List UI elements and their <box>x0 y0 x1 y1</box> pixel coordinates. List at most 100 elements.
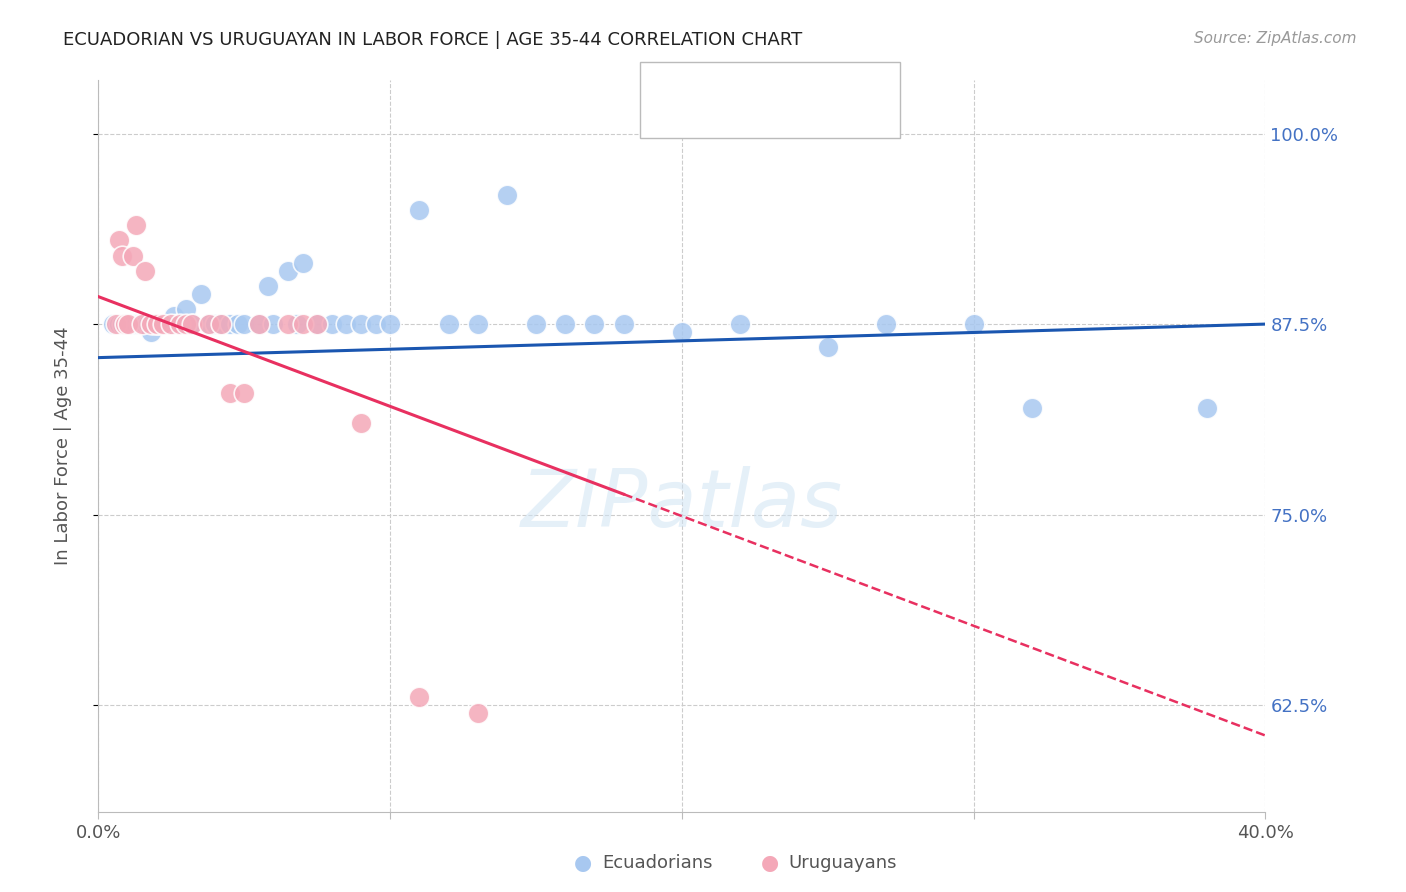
Point <box>169 317 191 331</box>
Point <box>730 317 752 331</box>
Point <box>291 317 314 331</box>
Point <box>114 317 136 331</box>
Point <box>160 317 183 331</box>
Point <box>350 317 373 331</box>
Point <box>247 317 270 331</box>
Text: ●: ● <box>575 854 592 873</box>
Point <box>111 317 134 331</box>
Point <box>128 317 150 331</box>
Point <box>247 317 270 331</box>
Point <box>117 317 139 331</box>
Point <box>277 264 299 278</box>
Point <box>524 317 547 331</box>
Text: N =: N = <box>782 76 820 94</box>
Point <box>114 317 136 331</box>
Point <box>285 317 308 331</box>
Text: 0.066: 0.066 <box>713 76 770 94</box>
Point <box>817 340 839 354</box>
Point <box>108 317 131 331</box>
Point <box>190 286 212 301</box>
Point <box>101 317 124 331</box>
Text: Source: ZipAtlas.com: Source: ZipAtlas.com <box>1194 31 1357 46</box>
Point <box>160 317 183 331</box>
Point <box>134 317 156 331</box>
Point <box>408 202 430 217</box>
Point <box>380 317 402 331</box>
Point <box>149 317 172 331</box>
Point <box>218 385 240 400</box>
Text: ZIPatlas: ZIPatlas <box>520 466 844 543</box>
Point <box>122 248 145 262</box>
Point <box>134 264 156 278</box>
Point <box>155 317 177 331</box>
Point <box>256 279 278 293</box>
Point <box>204 317 226 331</box>
Point <box>437 317 460 331</box>
Point <box>233 385 256 400</box>
Point <box>157 317 180 331</box>
Point <box>180 317 202 331</box>
Text: ●: ● <box>762 854 779 873</box>
Point <box>169 317 191 331</box>
Text: R =: R = <box>678 76 714 94</box>
Point <box>335 317 357 331</box>
Point <box>209 317 232 331</box>
Point <box>496 187 519 202</box>
Point <box>307 317 329 331</box>
Point <box>321 317 343 331</box>
Text: R =: R = <box>678 107 714 125</box>
Text: Ecuadorians: Ecuadorians <box>602 855 713 872</box>
Point <box>962 317 984 331</box>
Point <box>671 325 693 339</box>
Point <box>350 416 373 430</box>
Point <box>174 317 197 331</box>
Point <box>262 317 284 331</box>
Point <box>291 256 314 270</box>
Point <box>467 706 489 720</box>
Y-axis label: In Labor Force | Age 35-44: In Labor Force | Age 35-44 <box>53 326 72 566</box>
Point <box>467 317 489 331</box>
Point <box>364 317 387 331</box>
Point <box>146 317 169 331</box>
Point <box>152 317 174 331</box>
Text: -0.208: -0.208 <box>713 107 772 125</box>
Point <box>612 317 634 331</box>
Point <box>108 233 131 247</box>
Point <box>408 690 430 705</box>
Text: 27: 27 <box>814 107 838 125</box>
Text: ECUADORIAN VS URUGUAYAN IN LABOR FORCE | AGE 35-44 CORRELATION CHART: ECUADORIAN VS URUGUAYAN IN LABOR FORCE |… <box>63 31 803 49</box>
Point <box>166 317 188 331</box>
Point <box>163 310 186 324</box>
Point <box>198 317 221 331</box>
Point <box>117 317 139 331</box>
Point <box>307 317 329 331</box>
Point <box>104 317 127 331</box>
Point <box>180 317 202 331</box>
Point <box>131 317 153 331</box>
Point <box>152 317 174 331</box>
Point <box>1195 401 1218 415</box>
Point <box>228 317 250 331</box>
Point <box>111 248 134 262</box>
Point <box>131 317 153 331</box>
Point <box>146 317 169 331</box>
Point <box>233 317 256 331</box>
Point <box>554 317 576 331</box>
Point <box>120 317 142 331</box>
Point <box>277 317 299 331</box>
Point <box>174 301 197 316</box>
Point <box>875 317 897 331</box>
Point <box>209 317 232 331</box>
Text: Uruguayans: Uruguayans <box>789 855 897 872</box>
Point <box>139 325 162 339</box>
Point <box>583 317 606 331</box>
Point <box>1021 401 1043 415</box>
Point <box>125 317 148 331</box>
Text: N =: N = <box>782 107 820 125</box>
Point <box>125 218 148 232</box>
Point <box>198 317 221 331</box>
Point <box>139 317 162 331</box>
Point <box>218 317 240 331</box>
Point <box>136 317 159 331</box>
Text: 59: 59 <box>814 76 838 94</box>
